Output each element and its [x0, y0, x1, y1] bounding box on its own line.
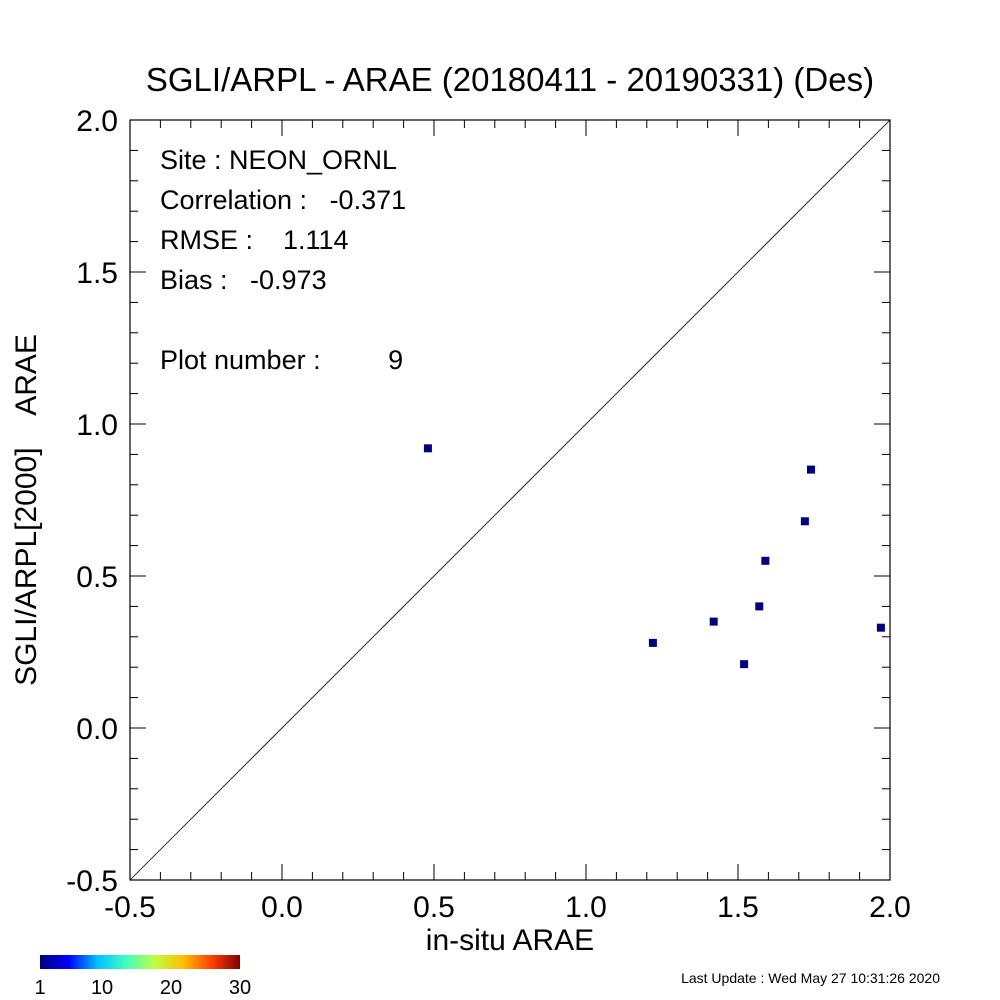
stat-site: Site : NEON_ORNL: [160, 145, 397, 175]
data-points: [423, 444, 885, 669]
colorbar-tick-label: 30: [229, 977, 251, 999]
y-tick-labels: -0.5 0.0 0.5 1.0 1.5 2.0: [66, 105, 118, 898]
colorbar-tick-label: 1: [34, 977, 45, 999]
x-tick-label: 0.5: [413, 891, 455, 924]
y-axis-label: SGLI/ARPL[2000] ARAE: [10, 334, 43, 686]
data-point: [709, 617, 718, 626]
stats-block: Site : NEON_ORNL Correlation : -0.371 RM…: [160, 145, 406, 375]
data-point: [761, 556, 770, 565]
x-tick-label: -0.5: [104, 891, 156, 924]
x-tick-label: 1.5: [717, 891, 759, 924]
stat-plot-number: Plot number : 9: [160, 345, 403, 375]
x-axis-label: in-situ ARAE: [426, 924, 594, 957]
y-tick-label: 0.5: [76, 561, 118, 594]
data-point: [800, 517, 809, 526]
stat-bias: Bias : -0.973: [160, 265, 327, 295]
one-to-one-line: [129, 119, 891, 881]
data-point: [876, 623, 885, 632]
x-tick-label: 1.0: [565, 891, 607, 924]
colorbar: [40, 955, 240, 969]
stat-rmse: RMSE : 1.114: [160, 225, 349, 255]
chart-title: SGLI/ARPL - ARAE (20180411 - 20190331) (…: [146, 61, 874, 98]
data-point: [648, 638, 657, 647]
data-point: [806, 465, 815, 474]
data-point: [423, 444, 432, 453]
x-tick-label: 2.0: [869, 891, 911, 924]
plot-area-frame: [129, 119, 891, 881]
y-tick-label: 2.0: [76, 105, 118, 138]
y-tick-label: 1.5: [76, 257, 118, 290]
y-tick-label: 1.0: [76, 409, 118, 442]
x-tick-label: 0.0: [261, 891, 303, 924]
last-update-text: Last Update : Wed May 27 10:31:26 2020: [681, 970, 940, 986]
y-tick-label: -0.5: [66, 865, 118, 898]
colorbar-tick-label: 20: [160, 977, 182, 999]
x-tick-labels: -0.5 0.0 0.5 1.0 1.5 2.0: [104, 891, 911, 924]
stat-correlation: Correlation : -0.371: [160, 185, 406, 215]
colorbar-tick-labels: 1 10 20 30: [34, 977, 251, 999]
colorbar-tick-label: 10: [91, 977, 113, 999]
data-point: [740, 660, 749, 669]
data-point: [755, 602, 764, 611]
y-tick-label: 0.0: [76, 713, 118, 746]
